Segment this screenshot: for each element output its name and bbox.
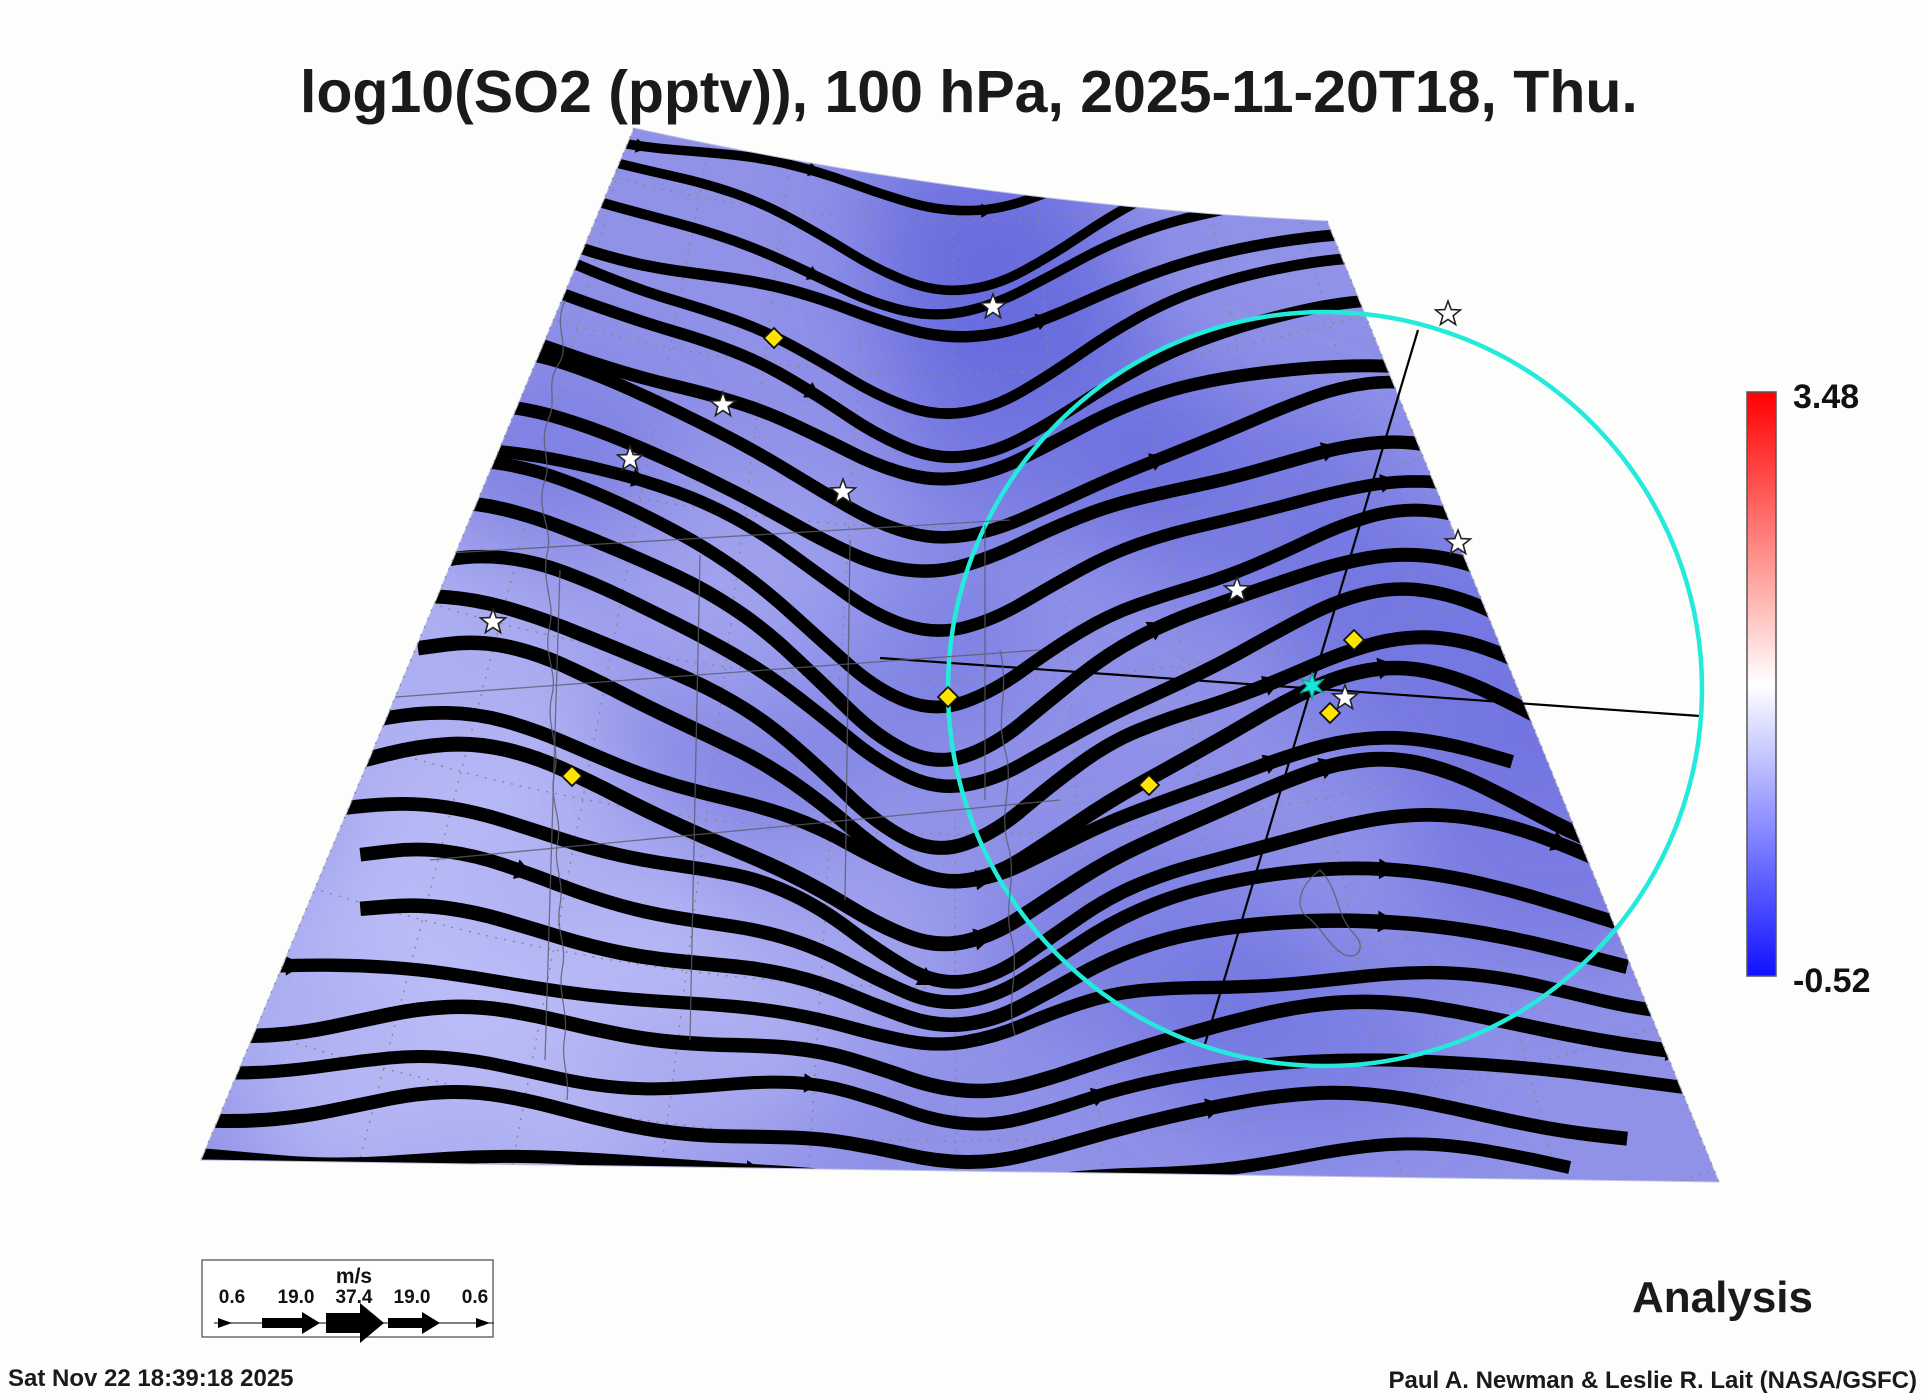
svg-text:Analysis: Analysis xyxy=(1632,1273,1813,1322)
svg-text:m/s: m/s xyxy=(336,1265,372,1288)
svg-text:-0.52: -0.52 xyxy=(1793,962,1871,1000)
svg-text:0.6: 0.6 xyxy=(219,1287,245,1308)
svg-text:0.6: 0.6 xyxy=(462,1287,488,1308)
svg-text:19.0: 19.0 xyxy=(394,1287,431,1308)
svg-text:Paul A. Newman & Leslie R. Lai: Paul A. Newman & Leslie R. Lait (NASA/GS… xyxy=(1388,1367,1917,1394)
svg-text:19.0: 19.0 xyxy=(278,1287,315,1308)
svg-text:Sat Nov 22 18:39:18 2025: Sat Nov 22 18:39:18 2025 xyxy=(8,1365,294,1392)
svg-text:37.4: 37.4 xyxy=(336,1287,373,1308)
svg-text:3.48: 3.48 xyxy=(1793,378,1859,416)
svg-text:log10(SO2 (pptv)), 100 hPa, 20: log10(SO2 (pptv)), 100 hPa, 2025-11-20T1… xyxy=(300,59,1638,125)
